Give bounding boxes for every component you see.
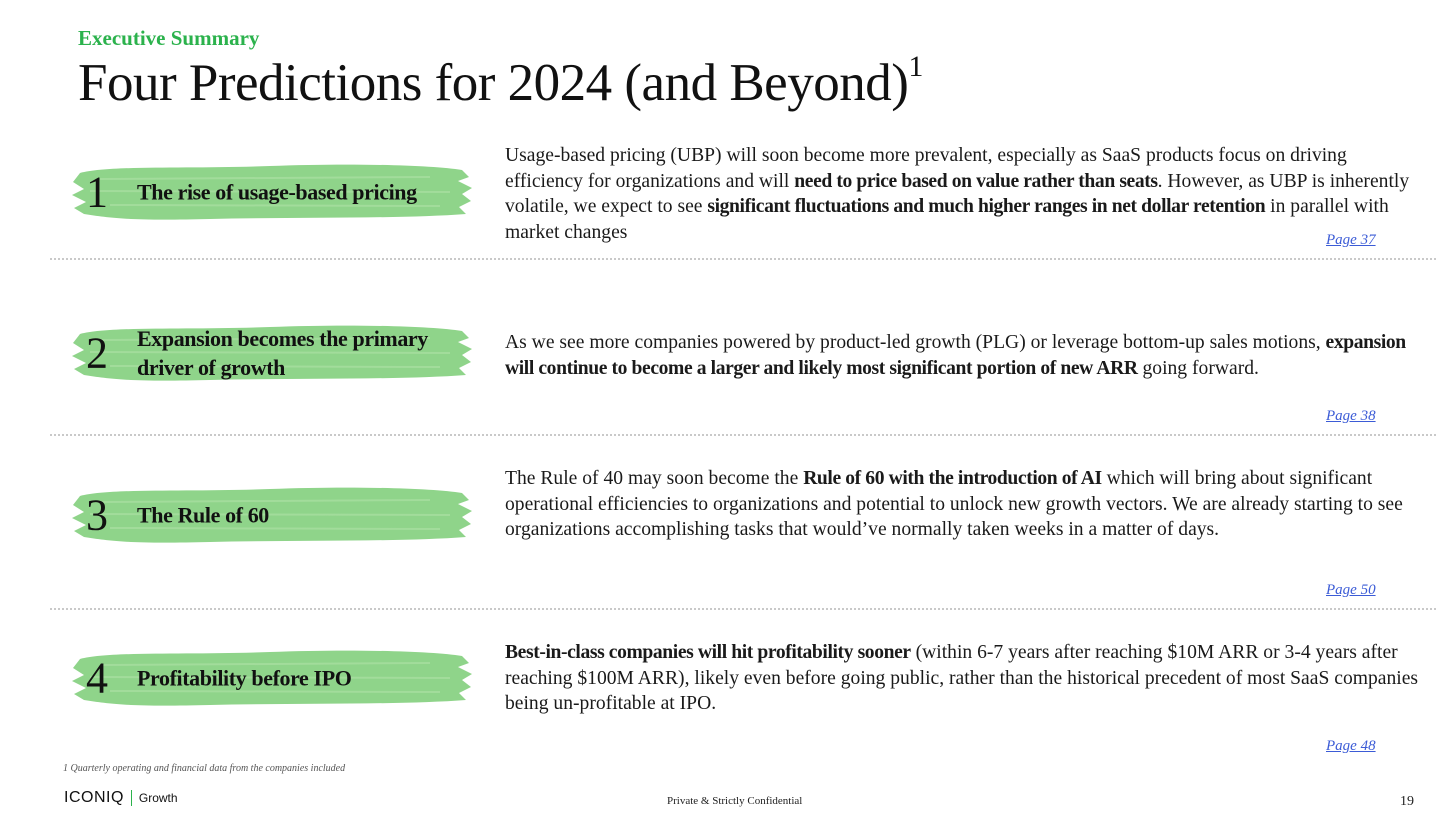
- page-number: 19: [1400, 794, 1414, 809]
- body-text: As we see more companies powered by prod…: [505, 332, 1326, 353]
- prediction-number: 3: [86, 490, 108, 540]
- row-divider: [50, 434, 1436, 436]
- prediction-badge-3: 3 The Rule of 60: [70, 484, 474, 546]
- brush-stroke-icon: [72, 650, 472, 706]
- prediction-label: Expansion becomes the primary driver of …: [137, 326, 428, 380]
- brush-stroke-icon: [72, 164, 472, 220]
- prediction-number: 4: [86, 653, 108, 703]
- body-text: The Rule of 40 may soon become the: [505, 468, 804, 489]
- prediction-description: The Rule of 40 may soon become the Rule …: [505, 466, 1420, 543]
- row-divider: [50, 258, 1436, 260]
- body-text: Usage-based pricing (UBP) will soon beco…: [505, 145, 1347, 192]
- company-logo: ICONIQ Growth: [64, 789, 178, 807]
- logo-sub: Growth: [138, 791, 178, 805]
- footnote: 1 Quarterly operating and financial data…: [63, 763, 346, 774]
- emphasis-text: expansion will continue to become a larg…: [505, 332, 1406, 379]
- logo-divider: [130, 790, 132, 806]
- body-text: in parallel with market changes: [505, 196, 1389, 243]
- prediction-description: Usage-based pricing (UBP) will soon beco…: [505, 143, 1420, 245]
- prediction-number: 2: [86, 328, 108, 378]
- prediction-label: Profitability before IPO: [137, 665, 352, 691]
- page-link[interactable]: Page 50: [1326, 582, 1376, 598]
- emphasis-text: Rule of 60 with the introduction of AI: [803, 468, 1102, 489]
- prediction-badge-4: 4 Profitability before IPO: [70, 647, 474, 709]
- emphasis-text: significant fluctuations and much higher…: [707, 196, 1266, 218]
- body-text: which will bring about significant opera…: [505, 468, 1403, 541]
- emphasis-text: need to price based on value rather than…: [794, 170, 1158, 192]
- logo-brand: ICONIQ: [64, 789, 124, 806]
- body-text: (within 6-7 years after reaching $10M AR…: [505, 642, 1419, 715]
- emphasis-text: Best-in-class companies will hit profita…: [505, 642, 911, 663]
- section-kicker: Executive Summary: [78, 26, 260, 50]
- row-divider: [50, 608, 1436, 610]
- prediction-number: 1: [86, 167, 108, 217]
- page-title: Four Predictions for 2024 (and Beyond)1: [78, 50, 923, 113]
- prediction-description: As we see more companies powered by prod…: [505, 330, 1420, 381]
- prediction-badge-2: 2 Expansion becomes the primary driver o…: [70, 322, 474, 384]
- prediction-description: Best-in-class companies will hit profita…: [505, 640, 1420, 717]
- page-link[interactable]: Page 37: [1326, 232, 1376, 248]
- brush-stroke-icon: [72, 487, 472, 543]
- body-text: going forward.: [1137, 357, 1259, 379]
- confidential-notice: Private & Strictly Confidential: [667, 795, 803, 807]
- title-footnote-marker: 1: [908, 50, 923, 83]
- prediction-badge-1: 1 The rise of usage-based pricing: [70, 161, 474, 223]
- body-text: . However, as UBP is inherently volatile…: [505, 170, 1410, 218]
- brush-stroke-icon: [72, 325, 472, 381]
- page-link[interactable]: Page 48: [1326, 738, 1376, 754]
- prediction-label: The rise of usage-based pricing: [137, 179, 417, 205]
- page-link[interactable]: Page 38: [1326, 408, 1376, 424]
- prediction-label: The Rule of 60: [137, 502, 269, 528]
- page-title-text: Four Predictions for 2024 (and Beyond): [78, 54, 909, 112]
